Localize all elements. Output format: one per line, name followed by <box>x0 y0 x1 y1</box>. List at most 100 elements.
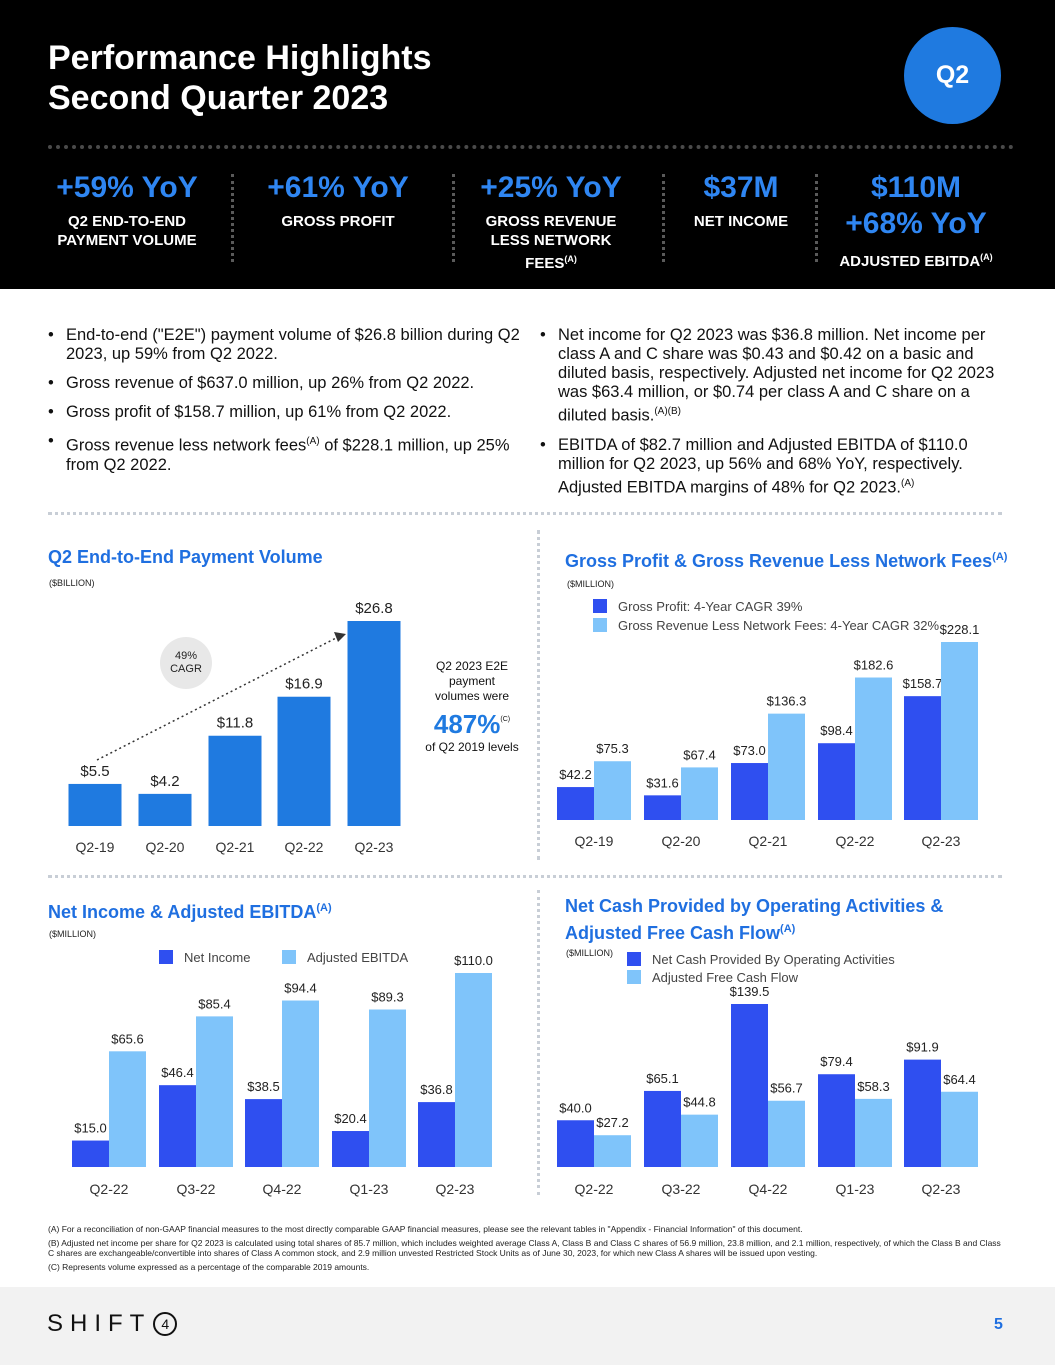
legend-swatch <box>593 599 607 613</box>
x-tick-label: Q2-22 <box>836 833 875 849</box>
bar-ni-Q4-22-1 <box>282 1000 319 1167</box>
list-item: Gross revenue less network fees(A) of $2… <box>48 432 526 475</box>
legend-swatch <box>627 970 641 984</box>
header-banner <box>0 0 1055 289</box>
x-tick-label: Q2-22 <box>285 839 324 855</box>
data-label: $91.9 <box>906 1040 939 1055</box>
data-label: $158.7 <box>903 676 943 691</box>
x-tick-label: Q3-22 <box>662 1181 701 1197</box>
data-label: $67.4 <box>683 747 716 762</box>
x-tick-label: Q2-23 <box>922 833 961 849</box>
section-divider <box>48 875 1002 878</box>
data-label: $139.5 <box>730 984 770 999</box>
legend-label: Adjusted EBITDA <box>307 950 408 965</box>
data-label: $182.6 <box>854 658 894 673</box>
list-item: Gross revenue of $637.0 million, up 26% … <box>48 374 526 393</box>
bar-cf-Q2-22-1 <box>594 1135 631 1167</box>
data-label: $20.4 <box>334 1111 367 1126</box>
x-tick-label: Q2-23 <box>355 839 394 855</box>
bar-gp-Q2-23-0 <box>904 696 941 820</box>
x-tick-label: Q2-22 <box>575 1181 614 1197</box>
chart-unit: ($BILLION) <box>49 578 95 588</box>
chart-title-cash-flow: Net Cash Provided by Operating Activitie… <box>565 896 944 943</box>
bar-cf-Q2-23-1 <box>941 1091 978 1167</box>
data-label: $64.4 <box>943 1072 976 1087</box>
quarter-badge: Q2 <box>904 27 1001 124</box>
bar-ni-Q3-22-1 <box>196 1016 233 1167</box>
kpi-separator <box>815 174 818 262</box>
bar-ni-Q3-22-0 <box>159 1085 196 1167</box>
bar-ni-Q1-23-0 <box>332 1131 369 1167</box>
list-item: End-to-end ("E2E") payment volume of $26… <box>48 326 526 364</box>
data-label: $5.5 <box>80 763 109 780</box>
data-label: $73.0 <box>733 743 766 758</box>
legend-label: Gross Revenue Less Network Fees: 4-Year … <box>618 618 939 633</box>
bar-cf-Q3-22-0 <box>644 1090 681 1167</box>
chart-title-gross-profit: Gross Profit & Gross Revenue Less Networ… <box>565 551 1008 571</box>
x-tick-label: Q1-23 <box>350 1181 389 1197</box>
x-tick-label: Q2-21 <box>216 839 255 855</box>
x-tick-label: Q2-23 <box>922 1181 961 1197</box>
chart-unit: ($MILLION) <box>567 579 615 589</box>
data-label: $89.3 <box>371 990 404 1005</box>
data-label: $16.9 <box>285 676 323 693</box>
kpi-separator <box>231 174 234 262</box>
data-label: $79.4 <box>820 1054 853 1069</box>
kpi-gross-revenue-less-fees: +25% YoY GROSS REVENUE LESS NETWORK FEES(A… <box>480 171 622 272</box>
bar-gp-Q2-22-1 <box>855 677 892 820</box>
data-label: $75.3 <box>596 741 629 756</box>
footnotes: (A) For a reconciliation of non-GAAP fin… <box>48 1224 1001 1272</box>
bar-ni-Q2-22-0 <box>72 1140 109 1167</box>
x-tick-label: Q4-22 <box>749 1181 788 1197</box>
chart-unit: ($MILLION) <box>566 948 614 958</box>
bar-gp-Q2-22-0 <box>818 743 855 820</box>
legend-label: Net Cash Provided By Operating Activitie… <box>652 952 895 967</box>
cagr-bubble: 49% CAGR <box>160 637 212 689</box>
bar-ni-Q1-23-1 <box>369 1009 406 1167</box>
chart-title-e2e: Q2 End-to-End Payment Volume <box>48 547 323 567</box>
data-label: $40.0 <box>559 1100 592 1115</box>
legend-swatch <box>282 950 296 964</box>
kpi-e2e-volume: +59% YoY Q2 END-TO-END PAYMENT VOLUME <box>56 171 198 249</box>
bullets-left: End-to-end ("E2E") payment volume of $26… <box>48 326 526 485</box>
data-label: $31.6 <box>646 775 679 790</box>
x-tick-label: Q2-19 <box>575 833 614 849</box>
data-label: $36.8 <box>420 1082 453 1097</box>
section-divider <box>537 530 540 860</box>
bar-cf-Q4-22-1 <box>768 1100 805 1167</box>
bar-gp-Q2-20-1 <box>681 767 718 820</box>
x-tick-label: Q1-23 <box>836 1181 875 1197</box>
chart-unit: ($MILLION) <box>49 929 97 939</box>
bar-ni-Q2-23-0 <box>418 1102 455 1167</box>
legend-swatch <box>593 618 607 632</box>
bar-e2e-Q2-19-0 <box>68 783 122 826</box>
bar-cf-Q1-23-1 <box>855 1098 892 1167</box>
section-divider <box>48 512 1002 515</box>
bar-gp-Q2-20-0 <box>644 795 681 820</box>
shift4-logo: SHIFT 4 <box>47 1310 178 1338</box>
bar-cf-Q3-22-1 <box>681 1114 718 1167</box>
page-number: 5 <box>994 1316 1003 1333</box>
data-label: $4.2 <box>150 773 179 790</box>
data-label: $46.4 <box>161 1065 194 1080</box>
bar-gp-Q2-21-0 <box>731 763 768 820</box>
x-tick-label: Q2-20 <box>662 833 701 849</box>
x-tick-label: Q2-23 <box>436 1181 475 1197</box>
kpi-separator <box>662 174 665 262</box>
data-label: $27.2 <box>596 1115 629 1130</box>
x-tick-label: Q2-21 <box>749 833 788 849</box>
legend-label: Gross Profit: 4-Year CAGR 39% <box>618 599 803 614</box>
bar-ni-Q4-22-0 <box>245 1099 282 1167</box>
list-item: Net income for Q2 2023 was $36.8 million… <box>540 326 1016 426</box>
data-label: $44.8 <box>683 1095 716 1110</box>
bar-e2e-Q2-20-0 <box>138 793 192 826</box>
data-label: $228.1 <box>940 622 980 637</box>
bar-e2e-Q2-22-0 <box>277 696 331 826</box>
bar-cf-Q4-22-0 <box>731 1004 768 1167</box>
data-label: $56.7 <box>770 1081 803 1096</box>
section-divider <box>537 890 540 1195</box>
legend-swatch <box>159 950 173 964</box>
data-label: $94.4 <box>284 981 317 996</box>
x-tick-label: Q2-20 <box>146 839 185 855</box>
